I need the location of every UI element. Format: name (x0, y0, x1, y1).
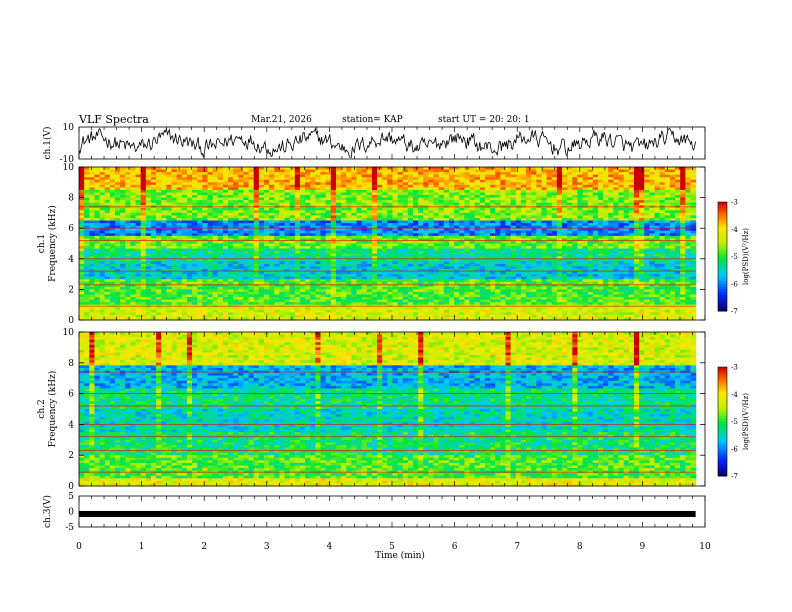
ch1-waveform-line (79, 129, 696, 158)
ch1-waveform-ylabel: ch.1(V) (42, 127, 53, 160)
ch1-spectrogram-panel (79, 167, 705, 321)
vlf-figure: 10-10ch.1(V)0246810ch.1 Frequency (kHz)-3… (0, 0, 792, 612)
ch1-ytick-label: 10 (63, 123, 75, 133)
